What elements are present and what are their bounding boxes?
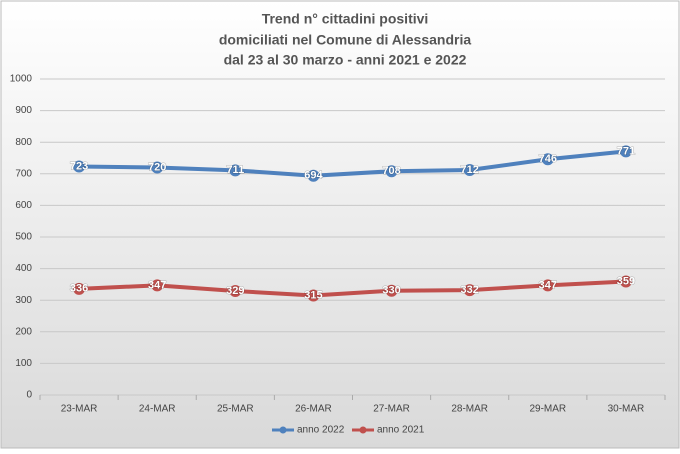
data-label: 330 — [382, 285, 400, 297]
y-tick-label: 500 — [15, 232, 32, 243]
data-label: 329 — [226, 285, 244, 297]
y-tick-label: 600 — [15, 200, 32, 211]
marker — [307, 169, 320, 182]
legend-label: anno 2021 — [377, 425, 425, 436]
marker — [619, 275, 632, 288]
marker — [73, 282, 86, 295]
data-label: 720 — [148, 161, 166, 173]
data-label: 347 — [539, 279, 557, 291]
x-tick-label: 30-MAR — [608, 404, 645, 415]
y-tick-label: 700 — [15, 168, 32, 179]
marker — [151, 161, 164, 174]
x-tick-label: 24-MAR — [139, 404, 176, 415]
marker — [619, 145, 632, 158]
marker — [541, 153, 554, 166]
series-line — [78, 279, 627, 298]
marker — [385, 284, 398, 297]
chart-title: Trend n° cittadini positivi — [262, 11, 429, 27]
series-line — [79, 149, 627, 178]
marker — [385, 165, 398, 178]
y-tick-label: 300 — [15, 295, 32, 306]
legend-swatch — [279, 426, 287, 434]
data-label: 708 — [382, 165, 400, 177]
data-label: 336 — [70, 283, 88, 295]
chart-title: domiciliati nel Comune di Alessandria — [219, 32, 472, 48]
marker — [229, 164, 242, 177]
data-label: 347 — [148, 279, 166, 291]
chart-title: dal 23 al 30 marzo - anni 2021 e 2022 — [224, 52, 467, 68]
y-tick-label: 100 — [15, 358, 32, 369]
x-tick-label: 23-MAR — [61, 404, 98, 415]
x-tick-label: 27-MAR — [373, 404, 410, 415]
marker — [463, 164, 476, 177]
x-tick-label: 25-MAR — [217, 404, 254, 415]
marker — [463, 284, 476, 297]
x-tick-label: 29-MAR — [529, 404, 566, 415]
y-tick-label: 1000 — [10, 74, 33, 85]
marker — [73, 160, 86, 173]
data-label: 746 — [539, 153, 557, 165]
marker — [541, 279, 554, 292]
data-label: 771 — [617, 145, 635, 157]
legend-swatch — [359, 426, 367, 434]
x-tick-label: 26-MAR — [295, 404, 332, 415]
marker — [151, 279, 164, 292]
y-tick-label: 400 — [15, 263, 32, 274]
data-label: 723 — [70, 160, 88, 172]
marker — [307, 289, 320, 302]
data-label: 332 — [461, 284, 479, 296]
y-tick-label: 800 — [15, 137, 32, 148]
data-label: 359 — [617, 275, 635, 287]
data-label: 315 — [304, 289, 322, 301]
y-tick-label: 0 — [26, 390, 32, 401]
x-tick-label: 28-MAR — [451, 404, 488, 415]
marker — [229, 285, 242, 298]
data-label: 694 — [304, 170, 323, 182]
data-label: 711 — [226, 164, 244, 176]
y-tick-label: 900 — [15, 105, 32, 116]
y-tick-label: 200 — [15, 326, 32, 337]
data-label: 712 — [461, 164, 479, 176]
legend-label: anno 2022 — [297, 425, 345, 436]
